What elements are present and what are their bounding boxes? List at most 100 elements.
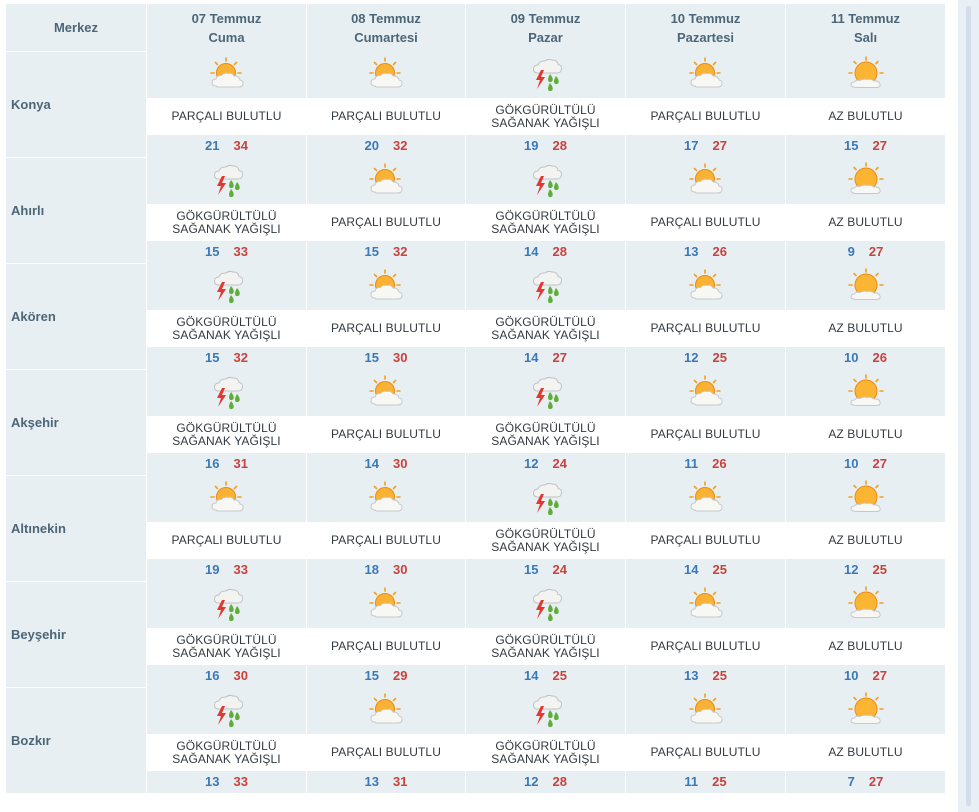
weather-icon-cell [147,687,307,734]
header-row: Merkez 07 Temmuz Cuma 08 Temmuz Cumartesi … [6,4,946,51]
min-temperature: 15 [205,244,220,259]
temperature-cell: 15 29 [307,665,466,687]
min-temperature: 13 [205,774,220,789]
condition-cell: PARÇALI BULUTLU [307,522,466,559]
temperature-cell: 16 31 [147,453,307,475]
max-temperature: 28 [552,138,567,153]
forecast-table: Merkez 07 Temmuz Cuma 08 Temmuz Cumartesi … [6,4,946,793]
weather-icon-cell [786,687,946,734]
partly-cloudy-icon [209,56,244,87]
max-temperature: 31 [393,774,408,789]
max-temperature: 27 [868,774,884,789]
partly-cloudy-icon [688,692,723,723]
day-weekday: Salı [853,29,878,45]
condition-cell: GÖKGÜRÜLTÜLÜ SAĞANAK YAĞIŞLI [466,204,626,241]
condition-cell: GÖKGÜRÜLTÜLÜ SAĞANAK YAĞIŞLI [147,310,307,347]
max-temperature: 25 [552,668,567,683]
weather-icon-cell [307,369,466,416]
mostly-sunny-icon [847,373,884,406]
day-date: 10 Temmuz [670,10,741,26]
mostly-sunny-icon [847,479,884,512]
weather-icon-cell [307,157,466,204]
forecast-body: Konya PARÇALI BULUTLU PARÇALI BULUTLU GÖKGÜ… [6,51,946,793]
weather-icon-cell [626,369,786,416]
temperature-cell: 15 30 [307,347,466,369]
condition-cell: GÖKGÜRÜLTÜLÜ SAĞANAK YAĞIŞLI [147,734,307,771]
city-name-cell: Akören [6,263,147,369]
max-temperature: 27 [872,138,887,153]
temperature-cell: 10 26 [786,347,946,369]
city-name-cell: Beyşehir [6,581,147,687]
min-temperature: 9 [847,244,855,259]
partly-cloudy-icon [688,162,723,193]
city-icon-row: Ahırlı [6,157,946,263]
condition-line: SAĞANAK YAĞIŞLI [172,751,281,766]
condition-cell: PARÇALI BULUTLU [307,734,466,771]
min-temperature: 18 [364,562,379,577]
thunderstorm-rain-icon [213,164,243,197]
city-icon-row: Akşehir [6,369,946,475]
condition-cell: PARÇALI BULUTLU [307,310,466,347]
condition-cell: GÖKGÜRÜLTÜLÜ SAĞANAK YAĞIŞLI [147,416,307,453]
temperature-cell: 12 25 [786,559,946,581]
temperature-cell: 20 32 [307,135,466,157]
weather-icon-cell [466,51,626,98]
page-scrollbar[interactable] [958,0,979,812]
condition-line: GÖKGÜRÜLTÜLÜ [495,314,596,329]
weather-icon-cell [626,581,786,628]
city-name: Altınekin [11,521,66,536]
max-temperature: 27 [872,668,887,683]
weather-icon-cell [307,263,466,310]
city-condition-row: PARÇALI BULUTLU PARÇALI BULUTLU GÖKGÜRÜLTÜ… [6,98,946,135]
temperature-cell: 19 28 [466,135,626,157]
max-temperature: 30 [393,350,408,365]
scrollbar-track[interactable] [966,6,971,806]
condition-line: AZ BULUTLU [828,215,903,229]
max-temperature: 27 [872,456,887,471]
weather-icon-cell [786,581,946,628]
min-temperature: 21 [205,138,220,153]
condition-cell: PARÇALI BULUTLU [626,204,786,241]
min-temperature: 13 [364,774,379,789]
condition-line: SAĞANAK YAĞIŞLI [491,221,600,236]
min-temperature: 20 [364,138,379,153]
condition-line: GÖKGÜRÜLTÜLÜ [495,208,596,223]
partly-cloudy-icon [688,480,723,511]
min-temperature: 19 [524,138,539,153]
condition-line: SAĞANAK YAĞIŞLI [491,539,600,554]
min-temperature: 15 [524,562,539,577]
min-temperature: 15 [844,138,859,153]
min-temperature: 10 [844,668,859,683]
city-temperature-row: 16 30 15 29 14 25 13 25 10 27 [6,665,946,687]
condition-line: PARÇALI BULUTLU [650,639,761,653]
partly-cloudy-icon [688,268,723,299]
weather-icon-cell [466,581,626,628]
day-weekday: Cumartesi [354,29,418,45]
weather-icon-cell [307,687,466,734]
temperature-cell: 18 30 [307,559,466,581]
max-temperature: 26 [712,244,727,259]
condition-line: PARÇALI BULUTLU [650,215,761,229]
max-temperature: 30 [233,668,248,683]
city-name-cell: Bozkır [6,687,147,793]
condition-line: SAĞANAK YAĞIŞLI [491,751,600,766]
max-temperature: 33 [233,562,248,577]
temperature-cell: 13 33 [147,771,307,793]
city-name-cell: Konya [6,51,147,157]
condition-line: SAĞANAK YAĞIŞLI [172,433,281,448]
weather-icon-cell [307,581,466,628]
min-temperature: 10 [844,350,859,365]
condition-cell: PARÇALI BULUTLU [307,628,466,665]
condition-cell: GÖKGÜRÜLTÜLÜ SAĞANAK YAĞIŞLI [147,628,307,665]
condition-cell: PARÇALI BULUTLU [307,98,466,135]
condition-line: PARÇALI BULUTLU [650,321,761,335]
max-temperature: 28 [552,244,567,259]
city-temperature-row: 16 31 14 30 12 24 11 26 10 27 [6,453,946,475]
max-temperature: 30 [393,562,408,577]
condition-cell: GÖKGÜRÜLTÜLÜ SAĞANAK YAĞIŞLI [466,628,626,665]
temperature-cell: 11 26 [626,453,786,475]
city-icon-row: Beyşehir [6,581,946,687]
condition-cell: PARÇALI BULUTLU [147,522,307,559]
city-temperature-row: 19 33 18 30 15 24 14 25 12 25 [6,559,946,581]
min-temperature: 15 [364,668,379,683]
